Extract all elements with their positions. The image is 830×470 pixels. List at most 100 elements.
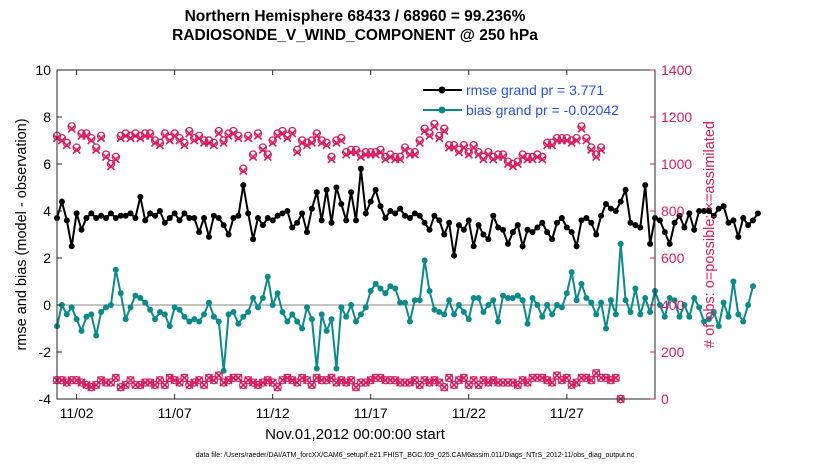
bias-point (421, 257, 428, 264)
obs-count-low-assimilated-point (185, 380, 194, 390)
bias-point (387, 283, 394, 290)
bias-point (313, 365, 320, 372)
obs-count-assimilated-point (234, 133, 243, 143)
rmse-point (406, 215, 413, 222)
rmse-point (519, 243, 526, 250)
rmse-point (362, 210, 369, 217)
obs-count-assimilated-point (214, 129, 223, 138)
obs-count-possible-point (420, 124, 429, 133)
obs-count-possible-point (72, 143, 81, 152)
bias-point (686, 313, 693, 320)
bias-point (372, 280, 379, 287)
bias-point (112, 266, 119, 273)
obs-count-assimilated-point (596, 145, 606, 155)
x-tick-label: 11/22 (452, 405, 486, 421)
obs-count-low-possible-point (234, 373, 243, 383)
bias-point (147, 306, 154, 313)
obs-count-possible-point (248, 150, 258, 159)
obs-count-low-assimilated-point (160, 380, 170, 390)
rmse-point (411, 210, 418, 217)
bias-point (225, 311, 232, 318)
obs-count-possible-point (587, 143, 596, 152)
obs-count-low-assimilated-point (57, 376, 67, 385)
obs-count-low-possible-point (528, 373, 537, 383)
bias-point (495, 318, 502, 325)
rmse-point (451, 252, 458, 259)
obs-count-possible-point (577, 122, 586, 131)
rmse-point (215, 215, 222, 222)
bias-point (637, 311, 644, 318)
obs-count-possible-point (582, 133, 591, 143)
obs-count-low-assimilated-point (440, 383, 449, 392)
obs-count-assimilated-point (101, 152, 111, 162)
obs-count-low-possible-point (160, 380, 170, 390)
obs-count-possible-point (430, 119, 439, 129)
rmse-point (647, 240, 654, 247)
rmse-point (578, 217, 585, 224)
y2-tick-label: 1200 (661, 109, 692, 125)
bias-point (720, 299, 727, 306)
chart-title-line1: Northern Hemisphere 68433 / 68960 = 99.2… (184, 8, 526, 25)
obs-count-low-possible-point (449, 380, 459, 390)
bias-point (303, 304, 310, 311)
obs-count-low-assimilated-point (430, 376, 439, 385)
obs-count-low-possible-point (577, 373, 586, 383)
bias-point (284, 318, 291, 325)
rmse-point (671, 219, 678, 226)
obs-count-low-possible-point (155, 376, 165, 385)
bias-point (563, 290, 570, 297)
bias-point (735, 311, 742, 318)
rmse-point (426, 226, 433, 233)
bias-point (617, 240, 624, 247)
bias-point (509, 294, 516, 301)
bias-point (480, 309, 487, 316)
rmse-point (558, 215, 565, 222)
rmse-point (313, 189, 320, 196)
bias-point (353, 318, 359, 325)
obs-count-low-assimilated-point (361, 378, 370, 387)
obs-count-assimilated-point (464, 150, 473, 159)
obs-count-assimilated-point (528, 155, 537, 164)
obs-count-assimilated-point (150, 138, 160, 148)
bias-point (250, 294, 257, 301)
bias-point (392, 285, 399, 292)
bias-point (455, 302, 462, 308)
obs-count-possible-point (381, 152, 390, 162)
obs-count-low-possible-point (498, 378, 508, 387)
obs-count-low-possible-point (111, 373, 121, 383)
bias-point (411, 297, 418, 304)
bias-point (196, 318, 203, 325)
obs-count-assimilated-point (248, 152, 258, 162)
obs-count-low-assimilated-point (611, 373, 620, 383)
obs-count-low-assimilated-point (332, 378, 341, 387)
rmse-point (436, 217, 443, 224)
rmse-point (754, 210, 761, 217)
obs-count-possible-point (92, 143, 101, 152)
bias-point (299, 325, 306, 332)
obs-count-low-assimilated-point (145, 378, 155, 387)
rmse-point (88, 210, 95, 217)
obs-count-low-possible-point (131, 380, 140, 390)
bias-point (166, 323, 173, 330)
y2-tick-label: 0 (661, 391, 669, 407)
bias-point (235, 320, 242, 327)
bias-point (98, 309, 105, 316)
bias-point (710, 309, 717, 316)
obs-count-low-possible-point (552, 371, 562, 380)
rmse-point (240, 182, 247, 189)
obs-count-possible-point (273, 129, 282, 138)
rmse-point (78, 226, 85, 233)
bias-point (367, 287, 374, 294)
bias-point (117, 290, 124, 297)
obs-count-assimilated-point (268, 138, 277, 148)
rmse-point (103, 215, 110, 222)
bias-point (544, 302, 551, 308)
obs-count-possible-point (150, 136, 160, 145)
rmse-point (642, 182, 649, 189)
rmse-point (245, 210, 252, 217)
y2-tick-label: 200 (661, 344, 685, 360)
obs-count-low-assimilated-point (96, 376, 106, 385)
rmse-point (220, 222, 227, 229)
bias-point (382, 290, 389, 297)
obs-count-possible-point (160, 129, 170, 138)
